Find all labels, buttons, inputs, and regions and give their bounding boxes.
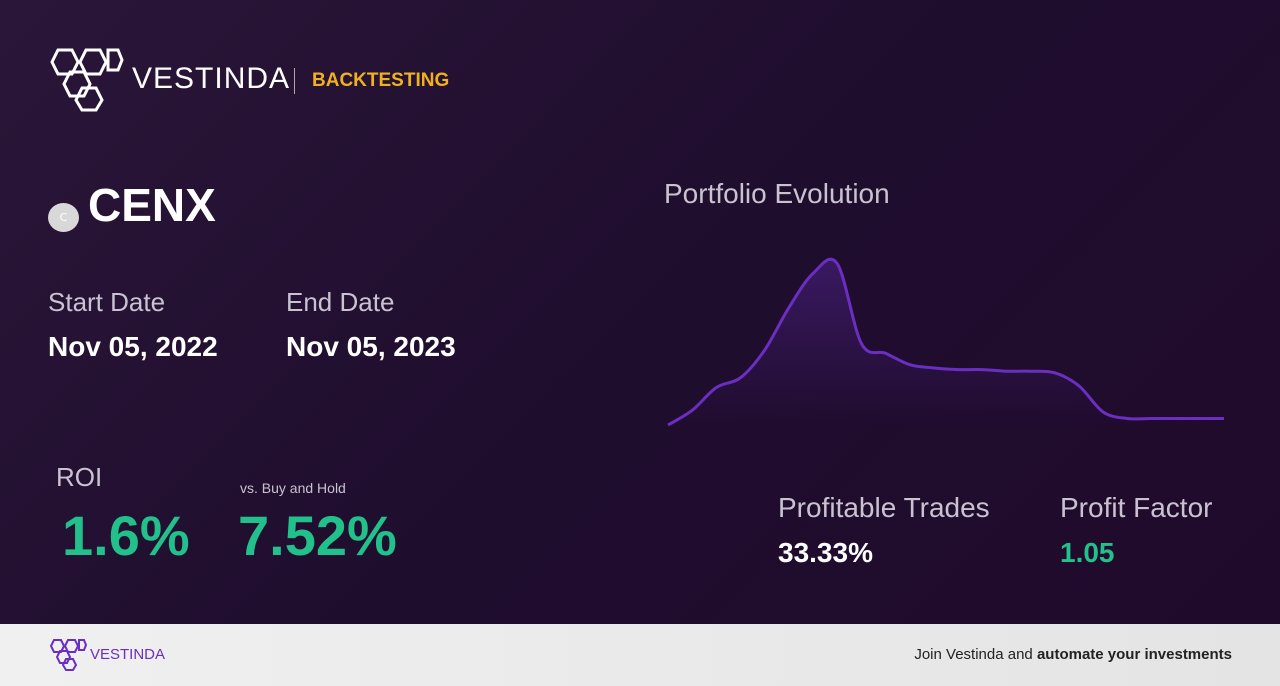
chart-title: Portfolio Evolution: [664, 178, 890, 209]
logo: [50, 48, 124, 112]
chart: [667, 257, 1224, 427]
footer-cta: Join Vestinda and automate your investme…: [914, 646, 1232, 663]
line: [667, 257, 1224, 427]
trades-value: 33.33%: [778, 537, 873, 568]
area: [668, 259, 1224, 425]
start-date: Nov 05, 2022: [48, 331, 218, 362]
ticker: CENX: [88, 179, 216, 231]
asset-icon: C: [48, 203, 79, 232]
section: BACKTESTING: [312, 70, 450, 91]
footer-logo: [49, 639, 88, 671]
cta-text: Join Vestinda and: [914, 646, 1037, 663]
compare-label: vs. Buy and Hold: [240, 480, 346, 496]
factor-label: Profit Factor: [1060, 492, 1213, 523]
footer: VESTINDA Join Vestinda and automate your…: [0, 624, 1280, 686]
compare-value: 7.52%: [238, 504, 397, 567]
start-label: Start Date: [48, 287, 166, 317]
trades-label: Profitable Trades: [778, 492, 990, 523]
divider: [294, 68, 295, 94]
roi-label: ROI: [56, 462, 103, 492]
cta-bold: automate your investments: [1036, 646, 1232, 663]
roi-value: 1.6%: [62, 504, 190, 567]
factor-value: 1.05: [1060, 537, 1115, 568]
end-label: End Date: [286, 287, 395, 317]
footer-brand: VESTINDA: [90, 646, 166, 663]
brand: VESTINDA: [132, 62, 291, 95]
end-date: Nov 05, 2023: [286, 331, 456, 362]
